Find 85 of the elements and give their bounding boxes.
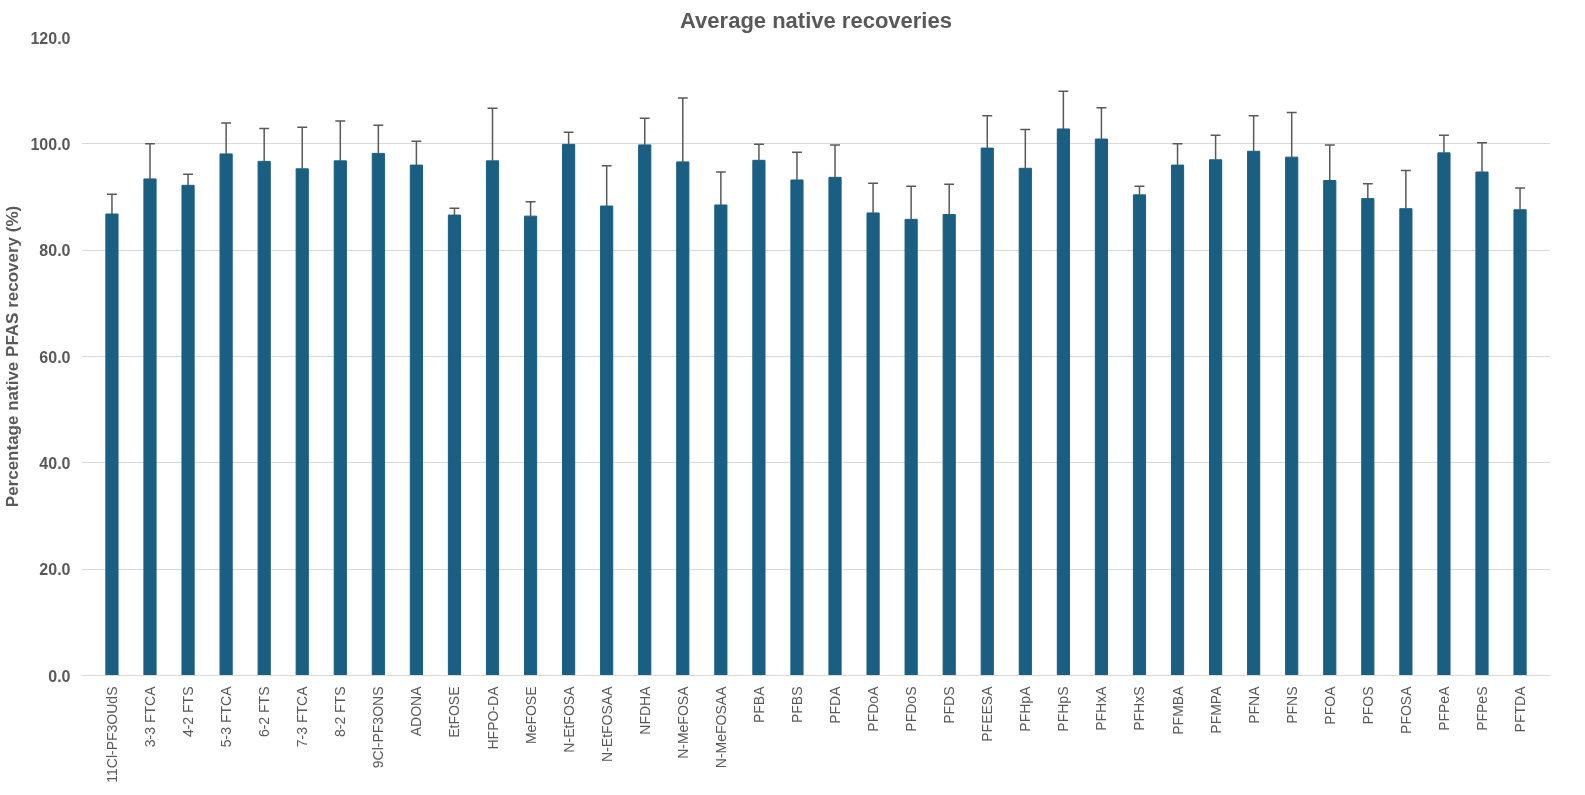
bar (942, 214, 956, 676)
bar (257, 160, 271, 676)
x-tick-label: PFNS (1283, 686, 1300, 724)
y-tick-label: 20.0 (39, 561, 71, 579)
x-tick-label: ADONA (408, 685, 425, 737)
x-tick-label: PFTDA (1512, 685, 1529, 733)
x-tick-label: PFOSA (1397, 685, 1414, 734)
x-tick-label: PFMBA (1169, 685, 1186, 735)
x-tick-label: PFOA (1321, 685, 1338, 725)
bar (219, 153, 233, 676)
bar (485, 160, 500, 676)
bar (600, 205, 614, 676)
y-tick-label: 120.0 (30, 29, 71, 47)
bar (1018, 167, 1032, 676)
x-tick-label: 5-3 FTCA (218, 685, 235, 748)
bar (1361, 198, 1375, 676)
x-tick-label: PFBS (788, 686, 805, 724)
bar (1170, 164, 1185, 676)
x-tick-label: N-EtFOSAA (598, 685, 615, 762)
x-tick-label: EtFOSE (446, 686, 463, 738)
y-tick-label: 40.0 (39, 454, 71, 472)
bar (523, 215, 538, 676)
y-tick-label: 60.0 (39, 348, 71, 366)
bar (828, 176, 842, 676)
y-tick-label: 100.0 (30, 135, 71, 153)
y-tick-label: 80.0 (39, 242, 71, 260)
bar (714, 204, 728, 676)
y-axis-title: Percentage native PFAS recovery (%) (3, 205, 23, 508)
x-tick-label: 8-2 FTS (332, 686, 349, 738)
x-tick-label: PFHpA (1017, 685, 1034, 732)
bar (1475, 171, 1489, 676)
x-tick-label: PFBA (750, 685, 767, 724)
bar (638, 144, 652, 676)
x-tick-label: 9Cl-PF3ONS (370, 686, 387, 769)
x-tick-label: PFPeA (1435, 685, 1452, 731)
y-tick-label: 0.0 (48, 667, 71, 685)
bar (866, 212, 880, 676)
x-tick-label: PFEESA (979, 685, 996, 742)
x-tick-label: PFMPA (1207, 685, 1224, 734)
bar (333, 160, 347, 676)
x-tick-label: PFDoS (903, 686, 920, 732)
x-tick-label: PFDS (941, 686, 958, 724)
bar (1209, 159, 1223, 676)
bar (105, 213, 119, 676)
bar (447, 214, 462, 676)
x-tick-label: NFDHA (636, 685, 653, 735)
x-tick-label: PFHxS (1131, 686, 1148, 731)
bar (1056, 128, 1070, 676)
x-tick-label: PFOS (1359, 686, 1376, 725)
bar (1132, 194, 1147, 676)
bar (980, 147, 994, 676)
bar (143, 178, 157, 676)
x-tick-label: 7-3 FTCA (294, 685, 311, 748)
bar (409, 164, 423, 676)
x-tick-label: PFDA (827, 685, 844, 724)
bar (676, 161, 690, 676)
bar (1247, 150, 1261, 676)
bar (562, 143, 576, 676)
x-tick-label: PFHpS (1055, 686, 1072, 732)
x-tick-label: PFNA (1245, 685, 1262, 724)
x-tick-label: PFPeS (1474, 686, 1490, 731)
x-tick-label: 11Cl-PF3OUdS (103, 686, 120, 783)
x-tick-label: N-MeFOSA (674, 685, 691, 759)
bar (1399, 208, 1413, 676)
x-tick-label: N-EtFOSA (560, 685, 577, 753)
x-tick-label: N-MeFOSAA (712, 685, 729, 769)
x-tick-label: 6-2 FTS (256, 686, 273, 738)
bar (1323, 180, 1337, 676)
bar (904, 218, 918, 676)
bar (1094, 138, 1109, 676)
x-tick-label: PFDoA (865, 685, 882, 732)
x-tick-label: PFHxA (1093, 685, 1110, 731)
bar (752, 159, 766, 676)
x-tick-label: HFPO-DA (484, 685, 501, 750)
bar (790, 179, 804, 676)
x-tick-label: MeFOSE (522, 686, 539, 745)
bar (1513, 209, 1527, 676)
chart-title: Average native recoveries (680, 7, 952, 33)
x-tick-label: 3-3 FTCA (142, 685, 158, 748)
x-tick-label: 4-2 FTS (180, 686, 197, 738)
bar (371, 152, 385, 676)
bar (1437, 152, 1451, 676)
bar (181, 184, 195, 676)
bar (1285, 156, 1299, 676)
bar (295, 168, 309, 676)
